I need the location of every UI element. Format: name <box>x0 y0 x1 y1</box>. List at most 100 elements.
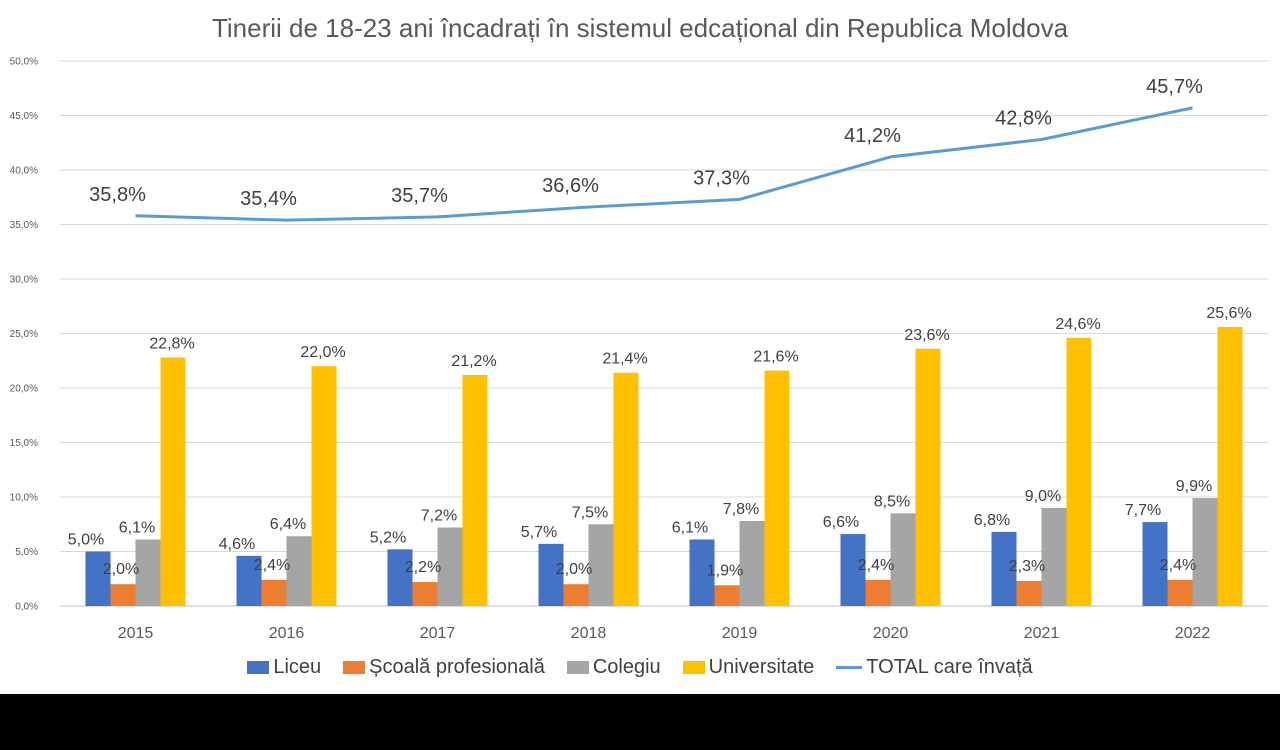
y-tick-label: 45,0% <box>10 111 38 122</box>
bar-data-label: 2,0% <box>103 561 139 578</box>
bar--coal-profesional- <box>1016 580 1042 606</box>
bar-data-label: 6,6% <box>823 514 859 531</box>
bar-data-label: 2,4% <box>858 557 894 574</box>
bar-universitate <box>764 370 790 606</box>
y-tick-label: 25,0% <box>10 329 38 340</box>
bar-universitate <box>915 348 941 606</box>
bar-colegiu <box>739 520 765 606</box>
x-tick-label: 2016 <box>269 625 305 642</box>
bar-data-label: 6,8% <box>974 512 1010 529</box>
x-tick-label: 2015 <box>118 625 154 642</box>
legend-swatch <box>247 661 270 674</box>
bar-data-label: 7,5% <box>572 504 608 521</box>
line-data-label: 37,3% <box>693 167 750 189</box>
bar--coal-profesional- <box>110 584 136 606</box>
bar-data-label: 7,8% <box>723 501 759 518</box>
bar-data-label: 9,9% <box>1176 478 1212 495</box>
bar-data-label: 2,3% <box>1009 558 1045 575</box>
legend-item-universitate: Universitate <box>682 656 815 679</box>
bar-universitate <box>613 372 639 606</box>
bar-liceu <box>236 555 262 606</box>
bar--coal-profesional- <box>563 584 589 606</box>
bar-data-label: 5,0% <box>68 532 104 549</box>
bar-liceu <box>689 539 715 606</box>
bar-colegiu <box>1192 498 1218 606</box>
y-tick-label: 15,0% <box>10 438 38 449</box>
legend-label: TOTAL care învață <box>866 656 1033 678</box>
chart-area: Tinerii de 18-23 ani încadrați în sistem… <box>0 0 1280 694</box>
bar-universitate <box>160 357 186 606</box>
legend-label: Liceu <box>273 656 322 678</box>
line-data-label: 36,6% <box>542 175 599 197</box>
bar-data-label: 6,1% <box>119 520 155 537</box>
bar--coal-profesional- <box>1167 579 1193 606</box>
x-tick-label: 2020 <box>873 625 909 642</box>
line-data-label: 35,7% <box>391 185 448 207</box>
bar--coal-profesional- <box>261 579 287 606</box>
x-tick-label: 2017 <box>420 625 456 642</box>
bar-colegiu <box>588 524 614 606</box>
y-tick-label: 40,0% <box>10 166 38 177</box>
y-tick-label: 5,0% <box>15 547 38 558</box>
bar-universitate <box>462 374 488 606</box>
chart-title: Tinerii de 18-23 ani încadrați în sistem… <box>211 13 1069 43</box>
bar-data-label: 21,2% <box>451 353 496 370</box>
bar-data-label: 5,7% <box>521 524 557 541</box>
y-tick-label: 50,0% <box>10 57 38 68</box>
bar-liceu <box>387 549 413 606</box>
bar-data-label: 2,2% <box>405 559 441 576</box>
legend-label: Școală profesională <box>369 656 545 678</box>
x-tick-label: 2022 <box>1175 625 1211 642</box>
bar-colegiu <box>135 539 161 606</box>
bar-colegiu <box>286 536 312 606</box>
bar-liceu <box>991 531 1017 606</box>
bar-data-label: 2,4% <box>1160 557 1196 574</box>
bar-universitate <box>1217 326 1243 606</box>
total-line <box>135 106 1193 222</box>
bar-data-label: 7,2% <box>421 508 457 525</box>
bar-data-label: 21,4% <box>602 351 647 368</box>
line-data-label: 42,8% <box>995 107 1052 129</box>
bar-colegiu <box>1041 507 1067 606</box>
bar-liceu <box>538 543 564 606</box>
chart-plot: 0,0% 5,0% 10,0% 15,0% 20,0% 25,0% 30,0% 35,0% 40… <box>10 57 1268 642</box>
x-tick-label: 2018 <box>571 625 607 642</box>
bar-colegiu <box>437 527 463 606</box>
legend-item-total: TOTAL care învață <box>836 656 1033 679</box>
bar-data-label: 2,4% <box>254 557 290 574</box>
x-tick-label: 2021 <box>1024 625 1060 642</box>
legend-item-colegiu: Colegiu <box>566 656 661 679</box>
bar-universitate <box>1066 337 1092 606</box>
bar-data-label: 5,2% <box>370 529 406 546</box>
legend-swatch <box>682 661 705 674</box>
bar-data-label: 2,0% <box>556 561 592 578</box>
line-data-label: 41,2% <box>844 125 901 147</box>
bar--coal-profesional- <box>412 582 438 606</box>
chart-legend: Liceu Școală profesională Colegiu Univer… <box>0 656 1280 679</box>
legend-swatch <box>566 661 589 674</box>
y-tick-label: 35,0% <box>10 220 38 231</box>
legend-swatch <box>343 661 366 674</box>
x-tick-label: 2019 <box>722 625 758 642</box>
bar-liceu <box>1142 522 1168 606</box>
bar-data-label: 9,0% <box>1025 488 1061 505</box>
y-tick-label: 10,0% <box>10 493 38 504</box>
bar-liceu <box>85 551 111 606</box>
line-data-label: 45,7% <box>1146 76 1203 98</box>
legend-item-liceu: Liceu <box>247 656 321 679</box>
bar-data-label: 25,6% <box>1206 305 1251 322</box>
bar--coal-profesional- <box>714 585 740 606</box>
legend-label: Colegiu <box>592 656 661 678</box>
y-tick-label: 0,0% <box>15 602 38 613</box>
bar-colegiu <box>890 513 916 606</box>
bar-data-label: 22,0% <box>300 344 345 361</box>
legend-item-scoala: Școală profesională <box>343 656 545 679</box>
line-data-label: 35,8% <box>89 184 146 206</box>
legend-line-swatch <box>836 666 863 669</box>
bar-data-label: 8,5% <box>874 493 910 510</box>
bar-universitate <box>311 366 337 606</box>
y-tick-label: 30,0% <box>10 275 38 286</box>
bar-data-label: 21,6% <box>753 349 798 366</box>
bar-data-label: 7,7% <box>1125 502 1161 519</box>
legend-label: Universitate <box>708 656 815 678</box>
